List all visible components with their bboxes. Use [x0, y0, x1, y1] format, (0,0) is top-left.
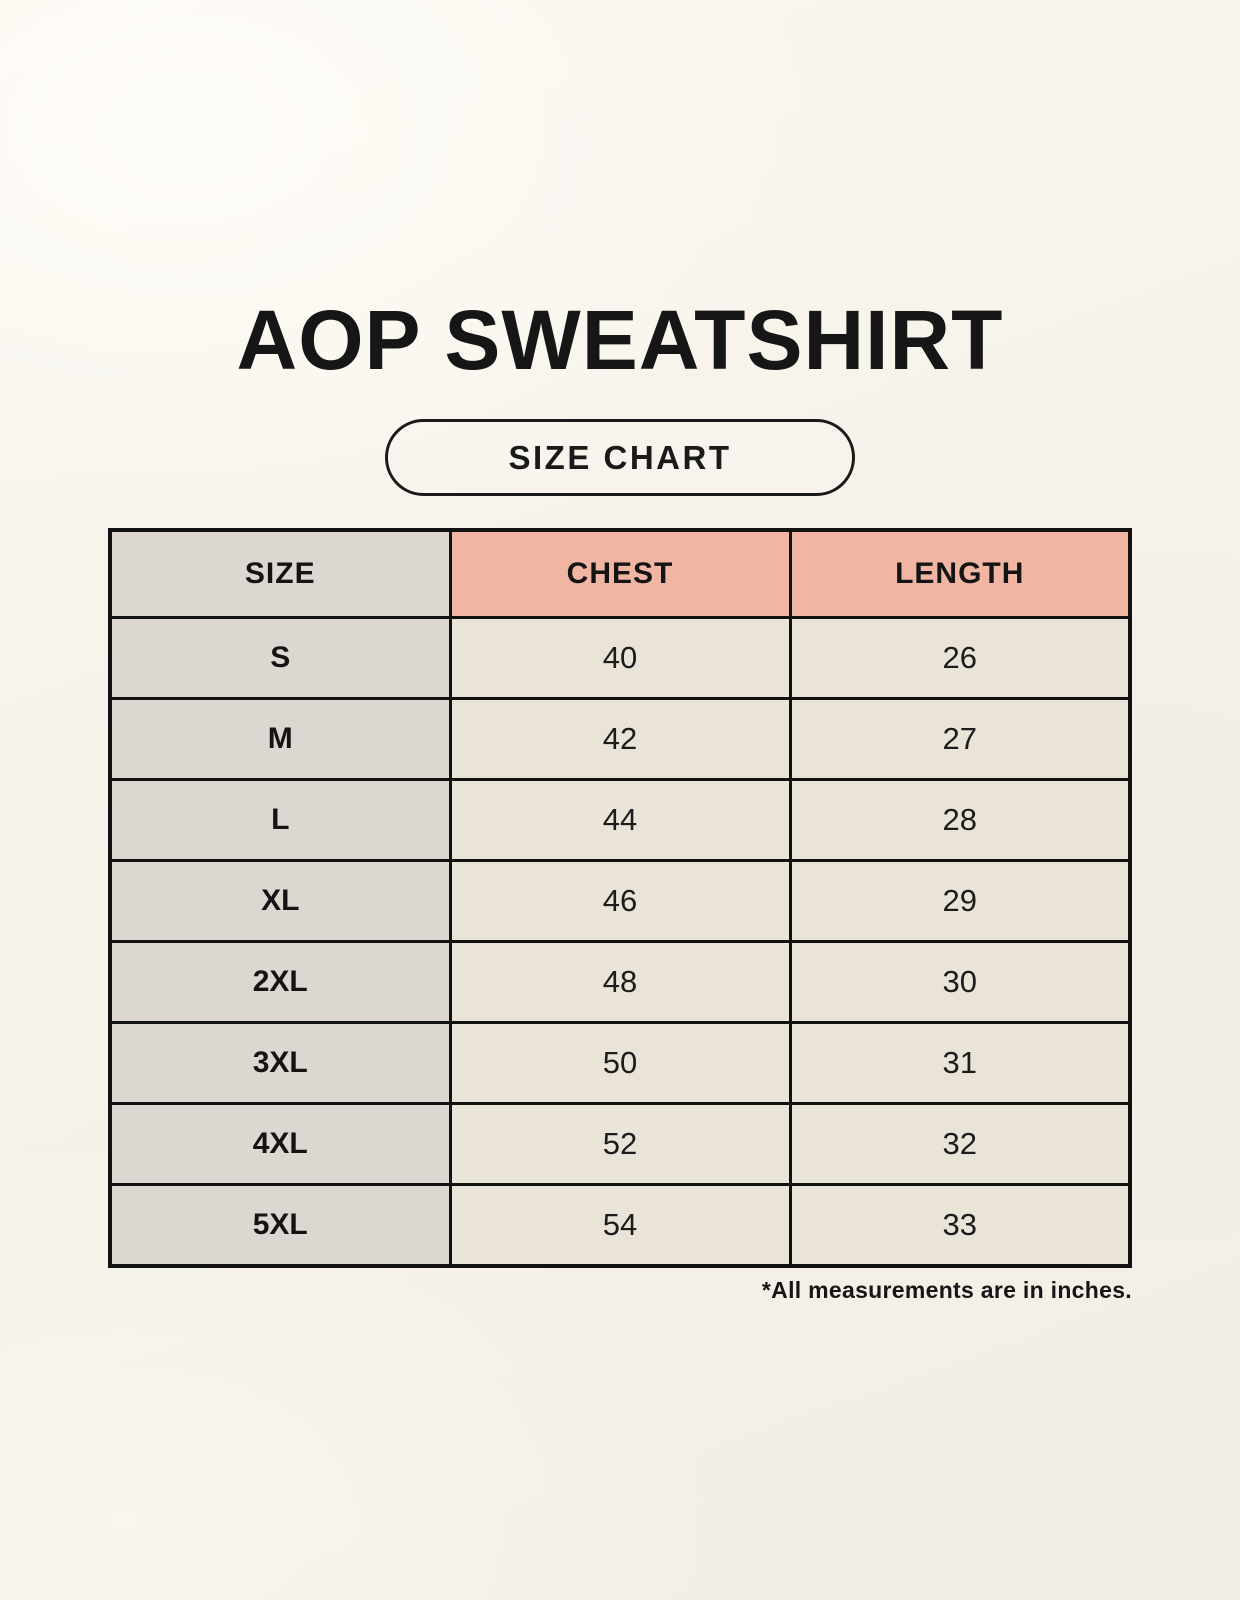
table-header-row: SIZE CHEST LENGTH	[108, 528, 1132, 619]
chest-cell: 54	[448, 1183, 792, 1268]
size-cell: XL	[108, 859, 452, 943]
length-cell: 30	[788, 940, 1132, 1024]
size-table-body: S 40 26 M 42 27 L 44 28 XL 46 29 2XL 48 30 3XL 50 31 4XL 52…	[108, 616, 1132, 1268]
chest-cell: 52	[448, 1102, 792, 1186]
table-row: L 44 28	[108, 778, 1132, 862]
length-cell: 29	[788, 859, 1132, 943]
length-cell: 32	[788, 1102, 1132, 1186]
chest-cell: 50	[448, 1021, 792, 1105]
chest-cell: 40	[448, 616, 792, 700]
chest-cell: 46	[448, 859, 792, 943]
column-header-length: LENGTH	[788, 528, 1132, 619]
column-header-size: SIZE	[108, 528, 452, 619]
column-header-chest: CHEST	[448, 528, 792, 619]
size-chart-badge-label: SIZE CHART	[508, 438, 732, 476]
length-cell: 33	[788, 1183, 1132, 1268]
table-row: S 40 26	[108, 616, 1132, 700]
table-row: XL 46 29	[108, 859, 1132, 943]
table-row: 5XL 54 33	[108, 1183, 1132, 1268]
size-cell: 5XL	[108, 1183, 452, 1268]
chest-cell: 42	[448, 697, 792, 781]
size-cell: 2XL	[108, 940, 452, 1024]
size-table: SIZE CHEST LENGTH S 40 26 M 42 27 L 44 28 XL 46 29 2…	[108, 528, 1132, 1268]
measurements-footnote: *All measurements are in inches.	[761, 1277, 1132, 1303]
chest-cell: 48	[448, 940, 792, 1024]
length-cell: 28	[788, 778, 1132, 862]
length-cell: 31	[788, 1021, 1132, 1105]
table-row: 4XL 52 32	[108, 1102, 1132, 1186]
table-row: M 42 27	[108, 697, 1132, 781]
length-cell: 26	[788, 616, 1132, 700]
table-row: 2XL 48 30	[108, 940, 1132, 1024]
chest-cell: 44	[448, 778, 792, 862]
size-cell: 3XL	[108, 1021, 452, 1105]
size-cell: L	[108, 778, 452, 862]
size-cell: S	[108, 616, 452, 700]
size-chart-badge: SIZE CHART	[385, 419, 855, 496]
size-cell: M	[108, 697, 452, 781]
size-cell: 4XL	[108, 1102, 452, 1186]
length-cell: 27	[788, 697, 1132, 781]
table-row: 3XL 50 31	[108, 1021, 1132, 1105]
page-title: AOP SWEATSHIRT	[236, 293, 1004, 387]
